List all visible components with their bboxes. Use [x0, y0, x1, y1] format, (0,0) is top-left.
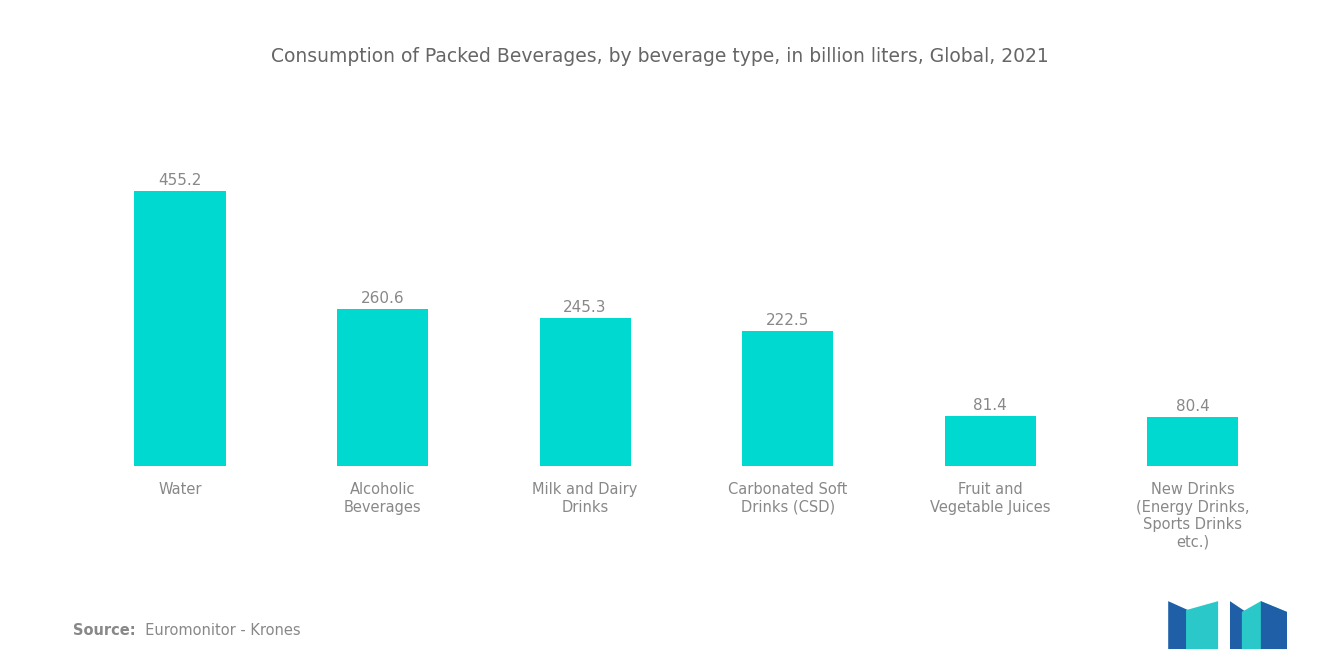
Bar: [135, 192, 226, 465]
Text: 455.2: 455.2: [158, 174, 202, 188]
Text: Source:: Source:: [73, 623, 135, 638]
Text: 81.4: 81.4: [973, 398, 1007, 414]
Text: Euromonitor - Krones: Euromonitor - Krones: [136, 623, 301, 638]
Bar: [337, 309, 428, 465]
Bar: [1147, 417, 1238, 465]
Text: 222.5: 222.5: [766, 313, 809, 329]
Polygon shape: [1261, 601, 1287, 649]
Polygon shape: [1185, 601, 1218, 649]
Bar: [540, 318, 631, 466]
Bar: [742, 331, 833, 466]
Bar: [945, 416, 1036, 466]
Polygon shape: [1168, 601, 1201, 649]
Text: Consumption of Packed Beverages, by beverage type, in billion liters, Global, 20: Consumption of Packed Beverages, by beve…: [271, 47, 1049, 66]
Text: 245.3: 245.3: [564, 300, 607, 315]
Polygon shape: [1230, 601, 1247, 649]
Text: 260.6: 260.6: [360, 291, 404, 305]
Polygon shape: [1242, 601, 1287, 649]
Text: 80.4: 80.4: [1176, 399, 1209, 414]
